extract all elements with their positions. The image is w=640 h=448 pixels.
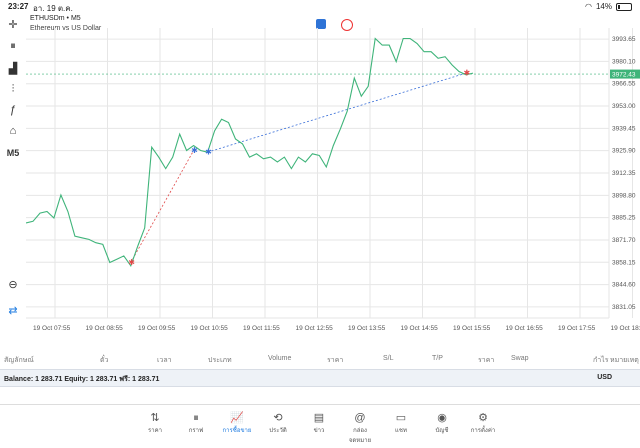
shapes-icon[interactable]: ⌂: [3, 123, 23, 139]
y-tick-label: 3858.15: [612, 259, 636, 266]
column-header[interactable]: T/P: [432, 355, 443, 362]
balance-currency: USD: [597, 374, 612, 381]
x-tick-label: 19 Oct 09:55: [138, 325, 176, 332]
chart-symbol: ETHUSDm • M5: [30, 14, 101, 24]
column-header[interactable]: ราคา: [327, 355, 343, 366]
tab-bar: ⇅ ราคา ⏸ กราฟ 📈 การซื้อขาย ⟲ ประวัติ ▤ ข่าว @ กล่อง…: [0, 404, 640, 448]
x-tick-label: 19 Oct 12:55: [296, 325, 334, 332]
y-tick-label: 3939.45: [612, 125, 636, 132]
crosshair-icon[interactable]: ✛: [3, 16, 23, 32]
current-price-label: 3972.43: [612, 71, 636, 78]
status-bar: 23:27 อา. 19 ต.ค. ◠ 14%: [0, 0, 640, 14]
column-header[interactable]: Volume: [268, 355, 291, 362]
function-icon[interactable]: ƒ: [3, 102, 23, 118]
tab-label: ราคา: [148, 428, 162, 434]
zoom-icon[interactable]: ⊖: [3, 276, 23, 292]
balance-text: Balance: 1 283.71 Equity: 1 283.71 ฟรี: …: [4, 374, 159, 385]
trade-entry-marker: ✱: [205, 148, 212, 157]
column-header[interactable]: ตั๋ว: [100, 355, 108, 366]
accounts-icon: ◉: [427, 411, 457, 425]
y-tick-label: 3925.90: [612, 148, 636, 155]
mailbox-icon: @: [345, 411, 375, 425]
quotes-icon: ⇅: [140, 411, 170, 425]
x-tick-label: 19 Oct 11:55: [243, 325, 280, 332]
tab-label: กราฟ: [189, 428, 203, 434]
y-tick-label: 3831.05: [612, 304, 636, 311]
y-tick-label: 3966.55: [612, 81, 636, 88]
tab-mailbox[interactable]: @ กล่องจดหมาย: [345, 411, 375, 445]
x-tick-label: 19 Oct 10:55: [191, 325, 229, 332]
y-tick-label: 3953.00: [612, 103, 636, 110]
balance-bar: Balance: 1 283.71 Equity: 1 283.71 ฟรี: …: [0, 369, 640, 387]
tab-trade[interactable]: 📈 การซื้อขาย: [222, 411, 252, 435]
column-header[interactable]: เวลา: [157, 355, 172, 366]
tab-settings[interactable]: ⚙ การตั้งค่า: [468, 411, 498, 435]
y-tick-label: 3844.60: [612, 282, 636, 289]
positions-header: สัญลักษณ์ ตั๋ว เวลา ประเภท Volume ราคา S/L T/P ร…: [0, 352, 640, 366]
series-line: [26, 39, 473, 266]
y-tick-label: 3898.80: [612, 192, 636, 199]
clock: 23:27: [8, 2, 28, 11]
tab-quotes[interactable]: ⇅ ราคา: [140, 411, 170, 435]
candles-icon[interactable]: ⏸: [3, 38, 23, 54]
trade-line: [208, 73, 466, 152]
y-tick-label: 3912.35: [612, 170, 636, 177]
battery-icon: [616, 3, 632, 11]
tab-news[interactable]: ▤ ข่าว: [304, 411, 334, 435]
tab-chart[interactable]: ⏸ กราฟ: [181, 411, 211, 435]
tab-label: การตั้งค่า: [471, 428, 495, 434]
history-icon: ⟲: [263, 411, 293, 425]
tab-history[interactable]: ⟲ ประวัติ: [263, 411, 293, 435]
battery-percent: 14%: [596, 2, 612, 11]
chart-icon: ⏸: [181, 411, 211, 425]
timeframe-button[interactable]: M5: [3, 145, 23, 161]
bar-chart-icon[interactable]: ▟: [3, 60, 23, 76]
chat-icon: ▭: [386, 411, 416, 425]
x-tick-label: 19 Oct 18:55: [611, 325, 640, 332]
wifi-icon: ◠: [585, 2, 592, 11]
trade-line: [131, 151, 194, 263]
column-header[interactable]: S/L: [383, 355, 394, 362]
column-header[interactable]: หมายเหตุ: [610, 355, 639, 366]
tab-label: กล่องจดหมาย: [349, 428, 371, 444]
x-tick-label: 19 Oct 14:55: [401, 325, 439, 332]
trade-entry-marker: ✱: [128, 258, 135, 267]
x-tick-label: 19 Oct 08:55: [86, 325, 124, 332]
settings-icon: ⚙: [468, 411, 498, 425]
price-chart[interactable]: ✱ ✱ ✱ ✱ 3993.65 3980.10 3966.55 3953.00 3939.45…: [26, 28, 640, 338]
y-tick-label: 3885.25: [612, 215, 636, 222]
indicators-icon[interactable]: ⫶: [3, 81, 23, 97]
column-header[interactable]: ราคา: [478, 355, 494, 366]
x-tick-label: 19 Oct 15:55: [453, 325, 491, 332]
y-tick-label: 3980.10: [612, 58, 636, 65]
x-tick-label: 19 Oct 13:55: [348, 325, 386, 332]
column-header[interactable]: สัญลักษณ์: [4, 355, 34, 366]
x-tick-label: 19 Oct 17:55: [558, 325, 596, 332]
trade-icon[interactable]: ⇄: [3, 302, 23, 318]
column-header[interactable]: ประเภท: [208, 355, 232, 366]
column-header[interactable]: Swap: [511, 355, 529, 362]
tab-accounts[interactable]: ◉ บัญชี: [427, 411, 457, 435]
trade-exit-marker: ✱: [464, 69, 471, 78]
x-tick-label: 19 Oct 07:55: [33, 325, 71, 332]
trade-exit-marker: ✱: [191, 146, 198, 155]
x-tick-label: 19 Oct 16:55: [506, 325, 544, 332]
column-header[interactable]: กำไร: [593, 355, 608, 366]
trade-icon: 📈: [222, 411, 252, 425]
tab-label: บัญชี: [436, 428, 449, 434]
tab-label: แชท: [395, 428, 407, 434]
y-tick-label: 3993.65: [612, 36, 636, 43]
tab-label: การซื้อขาย: [223, 428, 252, 434]
news-icon: ▤: [304, 411, 334, 425]
tab-label: ข่าว: [314, 428, 325, 434]
y-tick-label: 3871.70: [612, 237, 636, 244]
tab-label: ประวัติ: [269, 428, 287, 434]
tab-chat[interactable]: ▭ แชท: [386, 411, 416, 435]
chart-toolbar: ✛ ⏸ ▟ ⫶ ƒ ⌂ M5 ⊖ ⇄: [0, 14, 26, 330]
